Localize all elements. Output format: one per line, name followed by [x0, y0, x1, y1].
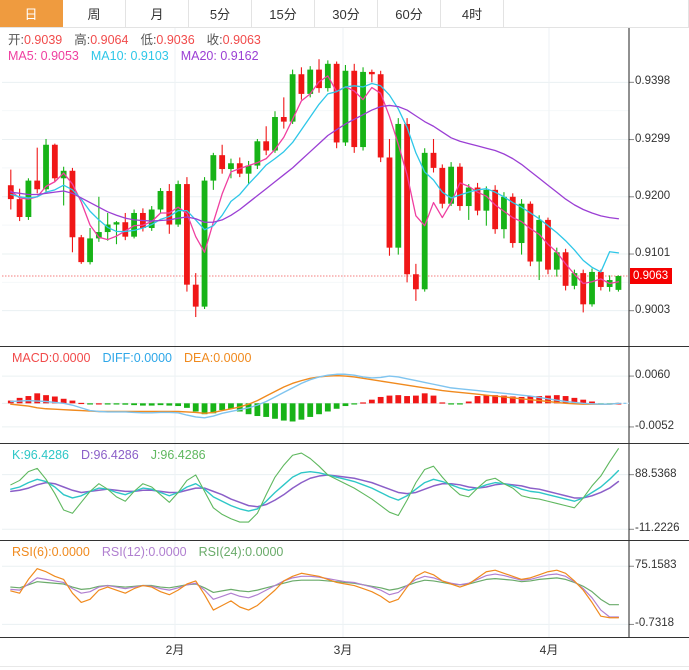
x-axis-rule [0, 666, 689, 667]
macd-axis-tick: -0.0052 [635, 419, 675, 432]
tab-label: 60分 [395, 7, 423, 22]
price-axis-tick: 0.9299 [635, 132, 671, 145]
price-axis-tick: 0.9398 [635, 75, 671, 88]
price-axis-tick: 0.9200 [635, 189, 671, 202]
panel-kdj: 88.5368 -11.2226 [0, 444, 689, 541]
x-axis-label: 2月 [165, 643, 185, 657]
tab-period-4[interactable]: 15分 [252, 0, 315, 27]
x-axis-label: 3月 [333, 643, 353, 657]
kdj-axis-tick: 88.5368 [635, 467, 677, 480]
tab-period-5[interactable]: 30分 [315, 0, 378, 27]
kdj-axis-tick: -11.2226 [635, 522, 680, 535]
panel-rsi: 75.1583 -0.7318 [0, 541, 689, 638]
tab-period-1[interactable]: 周 [63, 0, 126, 27]
tab-label: 30分 [332, 7, 360, 22]
plot-kdj [0, 444, 689, 541]
chart-area: 0.9398 0.9299 0.9200 0.9101 0.9003 0.9063 0.00… [0, 28, 689, 670]
tab-label: 4时 [461, 7, 483, 22]
price-axis-tick: 0.9003 [635, 303, 671, 316]
tab-period-7[interactable]: 4时 [441, 0, 504, 27]
panel-price: 0.9398 0.9299 0.9200 0.9101 0.9003 0.9063 [0, 28, 689, 347]
macd-axis-tick: 0.0060 [635, 369, 671, 382]
tab-label: 日 [24, 7, 38, 22]
plot-price [0, 28, 689, 347]
tab-label: 月 [150, 7, 164, 22]
rsi-axis-tick: 75.1583 [635, 559, 677, 572]
plot-macd [0, 347, 689, 444]
rsi-axis-tick: -0.7318 [635, 617, 675, 630]
tab-label: 周 [87, 7, 101, 22]
price-axis-tick: 0.9101 [635, 247, 671, 260]
plot-rsi [0, 541, 689, 638]
tab-label: 5分 [209, 7, 231, 22]
current-price-badge: 0.9063 [630, 267, 673, 284]
period-tabbar: 日 周 月 5分 15分 30分 60分 4时 [0, 0, 689, 28]
x-axis-label: 4月 [539, 643, 559, 657]
tab-period-6[interactable]: 60分 [378, 0, 441, 27]
tab-period-3[interactable]: 5分 [189, 0, 252, 27]
tab-period-0[interactable]: 日 [0, 0, 63, 27]
panel-macd: 0.0060 -0.0052 [0, 347, 689, 444]
tabbar-filler [504, 0, 689, 27]
tab-label: 15分 [269, 7, 297, 22]
tab-period-2[interactable]: 月 [126, 0, 189, 27]
